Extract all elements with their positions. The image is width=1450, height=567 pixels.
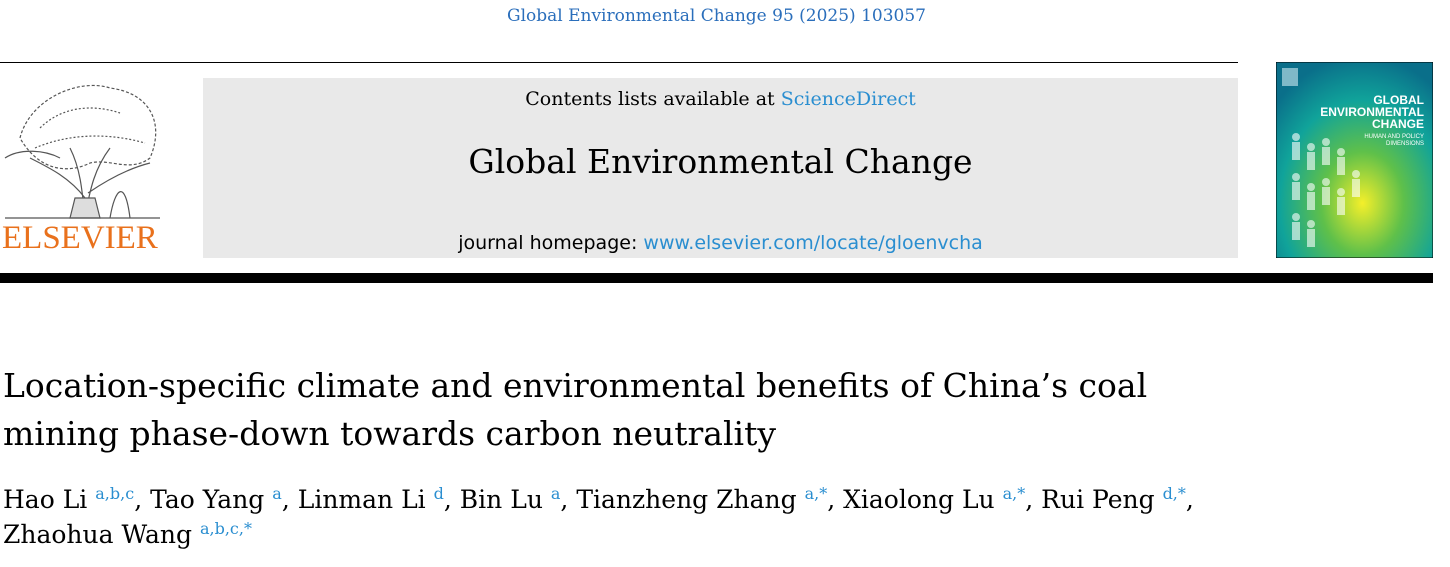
citation[interactable]: Global Environmental Change 95 (2025) 10… xyxy=(506,6,926,26)
author: Tianzheng Zhang a,*, xyxy=(576,485,835,514)
author: Hao Li a,b,c, xyxy=(3,485,142,514)
author-name: Linman Li xyxy=(297,485,426,514)
cover-title: GLOBAL xyxy=(1373,93,1424,107)
author-name: Hao Li xyxy=(3,485,88,514)
author-name: Xiaolong Lu xyxy=(843,485,995,514)
author-separator: , xyxy=(827,485,836,514)
author-affiliation[interactable]: a xyxy=(272,484,282,503)
author-name: Tianzheng Zhang xyxy=(576,485,797,514)
author-separator: , xyxy=(1025,485,1034,514)
author: Xiaolong Lu a,*, xyxy=(843,485,1033,514)
cover-title: CHANGE xyxy=(1372,117,1424,131)
author-affiliation[interactable]: a,b,c xyxy=(95,484,135,503)
cover-title: ENVIRONMENTAL xyxy=(1320,105,1424,119)
author-separator: , xyxy=(1185,485,1194,514)
author-affiliation[interactable]: a,* xyxy=(804,484,828,503)
rule-thick xyxy=(0,273,1433,283)
journal-cover[interactable]: GLOBAL ENVIRONMENTAL CHANGE HUMAN AND PO… xyxy=(1276,62,1433,258)
author-separator: , xyxy=(134,485,143,514)
author: Rui Peng d,*, xyxy=(1041,485,1194,514)
author-affiliation[interactable]: a xyxy=(550,484,561,503)
homepage-prefix: journal homepage: xyxy=(458,232,638,254)
author-affiliation[interactable]: a,* xyxy=(1002,484,1026,503)
author-separator: , xyxy=(281,485,290,514)
author-affiliation[interactable]: a,b,c,* xyxy=(199,519,252,538)
author: Linman Li d, xyxy=(298,485,452,514)
rule xyxy=(0,62,1238,63)
author: Tao Yang a, xyxy=(150,485,290,514)
contents-line: Contents lists available at ScienceDirec… xyxy=(203,88,1238,110)
contents-prefix: Contents lists available at xyxy=(525,88,775,110)
cover-subtitle: HUMAN AND POLICY xyxy=(1364,134,1424,140)
homepage-line: journal homepage: www.elsevier.com/locat… xyxy=(203,232,1238,254)
author-separator: , xyxy=(443,485,452,514)
journal-banner: Contents lists available at ScienceDirec… xyxy=(203,78,1238,258)
author-separator: , xyxy=(560,485,569,514)
journal-name: Global Environmental Change xyxy=(468,142,973,181)
author-name: Rui Peng xyxy=(1041,485,1155,514)
author: Zhaohua Wang a,b,c,* xyxy=(3,520,252,549)
author-list: Hao Li a,b,c, Tao Yang a, Linman Li d, B… xyxy=(3,482,1253,552)
author-affiliation[interactable]: d xyxy=(433,484,444,503)
author-affiliation[interactable]: d,* xyxy=(1162,484,1186,503)
sciencedirect-link[interactable]: ScienceDirect xyxy=(780,88,916,110)
cover-subtitle: DIMENSIONS xyxy=(1386,141,1424,147)
publisher-name: ELSEVIER xyxy=(2,220,158,256)
publisher-logo[interactable]: ELSEVIER xyxy=(0,78,170,263)
author: Bin Lu a, xyxy=(460,485,569,514)
author-name: Bin Lu xyxy=(459,485,543,514)
author-name: Tao Yang xyxy=(150,485,265,514)
article-title: Location-specific climate and environmen… xyxy=(3,366,1148,453)
author-name: Zhaohua Wang xyxy=(3,520,193,549)
homepage-link[interactable]: www.elsevier.com/locate/gloenvcha xyxy=(643,232,983,254)
